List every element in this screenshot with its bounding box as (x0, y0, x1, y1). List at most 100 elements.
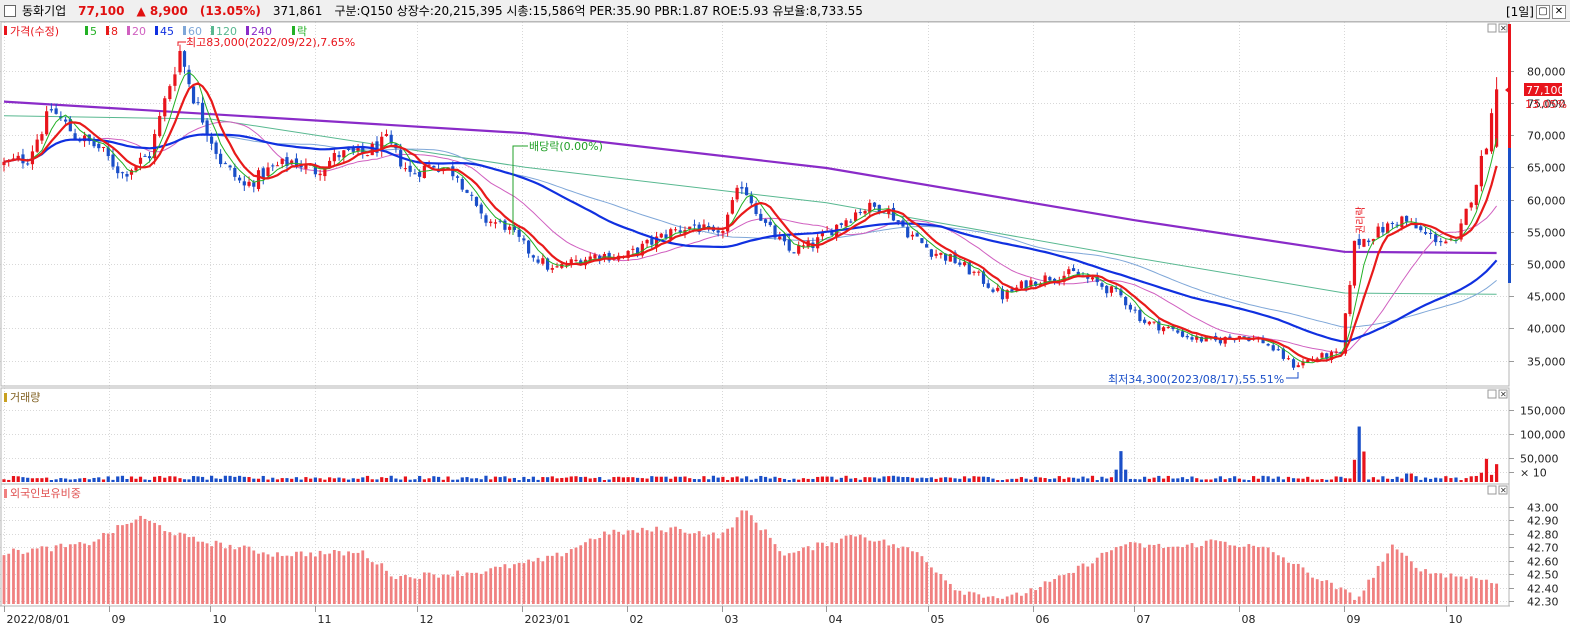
volume-bar (191, 476, 196, 482)
volume-bar (583, 476, 588, 482)
period-selector[interactable]: [1일] (1505, 5, 1534, 19)
candle-body (1157, 321, 1161, 331)
volume-bar (498, 477, 502, 482)
foreign-ratio-bar (726, 528, 730, 604)
foreign-ratio-bar (290, 556, 294, 604)
foreign-ratio-bar (12, 548, 15, 604)
legend-ma-swatch (127, 26, 130, 35)
foreign-ratio-bar (603, 531, 606, 604)
volume-bar (290, 478, 294, 482)
legend-ma-label: 120 (216, 25, 237, 38)
volume-bar (441, 479, 445, 482)
date-tick-label: 11 (318, 613, 332, 626)
foreign-ratio-bar (187, 537, 191, 604)
foreign-ratio-bar (1320, 581, 1324, 604)
foreign-ratio-bar (394, 578, 398, 604)
candle-body (792, 252, 796, 254)
candle-body (972, 271, 976, 273)
candle-body (479, 204, 483, 214)
foreign-ratio-bar (967, 591, 971, 604)
foreign-ratio-bar (16, 549, 20, 604)
candle-body (1005, 290, 1009, 299)
candle-body (427, 164, 431, 166)
volume-bar (455, 479, 460, 482)
foreign-ratio-bar (1095, 557, 1099, 604)
foreign-ratio-bar (929, 567, 933, 604)
candle-body (1376, 226, 1380, 238)
volume-bar (101, 479, 106, 482)
candle-body (196, 102, 200, 104)
foreign-ratio-bar (73, 544, 77, 604)
foreign-label: 외국인보유비중 (10, 487, 81, 500)
candle-body (1086, 276, 1090, 279)
candle-body (299, 165, 303, 168)
rights-label: 권리락 (1355, 206, 1367, 234)
candle-body (996, 287, 1000, 291)
volume-bar (380, 477, 384, 482)
volume-bar (1218, 476, 1223, 482)
volume-bar (612, 477, 616, 482)
price-scroll-down[interactable] (1508, 148, 1511, 283)
foreign-ratio-bar (404, 574, 407, 604)
panel-controls-price[interactable]: ✕ (1487, 23, 1508, 33)
panel-controls-volume[interactable]: ✕ (1487, 389, 1508, 399)
foreign-ratio-bar (1372, 577, 1375, 604)
foreign-ratio-bar (626, 530, 630, 604)
foreign-ratio-bar (825, 546, 829, 604)
foreign-ratio-bar (1419, 571, 1423, 604)
select-checkbox[interactable] (4, 4, 16, 17)
foreign-ratio-bar (328, 553, 331, 604)
candle-body (1301, 361, 1305, 366)
volume-bar (328, 477, 332, 482)
panel-controls-foreign[interactable]: ✕ (1487, 485, 1508, 495)
volume-bar (1138, 479, 1142, 482)
volume-bar (925, 478, 929, 482)
candle-body (645, 240, 649, 244)
close-icon[interactable]: ✕ (1552, 4, 1566, 19)
foreign-ratio-bar (735, 517, 739, 604)
candle-body (465, 189, 469, 193)
foreign-ratio-bar (1124, 544, 1128, 604)
volume-bar (370, 479, 374, 482)
price-tick-label: 70,000 (1527, 130, 1566, 143)
foreign-ratio-bar (806, 546, 810, 604)
volume-bar (1329, 479, 1334, 482)
candle-body (389, 134, 393, 144)
volume-bar (1247, 480, 1251, 482)
price-scroll-up[interactable] (1508, 24, 1511, 148)
volume-bar (1256, 478, 1260, 482)
foreign-ratio-bar (977, 594, 981, 604)
foreign-ratio-bar (1171, 546, 1175, 604)
candle-body (1464, 208, 1468, 225)
stock-chart[interactable]: 가격(수정) 5 8 20 45 60 120 240 락 최고83,000(2022/09… (0, 22, 1570, 629)
foreign-ratio-bar (650, 531, 654, 604)
foreign-ratio-bar (1081, 563, 1085, 604)
volume-bar (233, 476, 237, 482)
volume-bar (996, 480, 1000, 482)
volume-bar (920, 477, 924, 482)
volume-bar (1291, 478, 1296, 482)
foreign-ratio-bar (422, 572, 426, 604)
candle-body (531, 255, 535, 258)
minimize-icon[interactable]: ▢ (1536, 4, 1550, 19)
volume-bar (436, 476, 441, 482)
volume-bar (749, 479, 753, 482)
candle-body (356, 147, 360, 151)
candle-body (1067, 269, 1071, 275)
foreign-ratio-bar (906, 547, 910, 604)
volume-bar (196, 476, 200, 482)
candle-body (910, 234, 915, 237)
date-tick-label: 09 (112, 613, 126, 626)
candle-body (219, 153, 223, 165)
foreign-ratio-bar (1301, 567, 1305, 604)
candle-body (820, 232, 824, 237)
volume-bar (173, 476, 177, 482)
volume-bar (754, 478, 758, 482)
candle-body (484, 215, 488, 223)
volume-bar (432, 476, 436, 482)
candle-body (962, 262, 967, 266)
foreign-ratio-bar (1100, 552, 1104, 604)
foreign-ratio-bar (674, 526, 677, 604)
legend-ma-label: 240 (251, 25, 272, 38)
foreign-ratio-bar (1353, 599, 1356, 604)
